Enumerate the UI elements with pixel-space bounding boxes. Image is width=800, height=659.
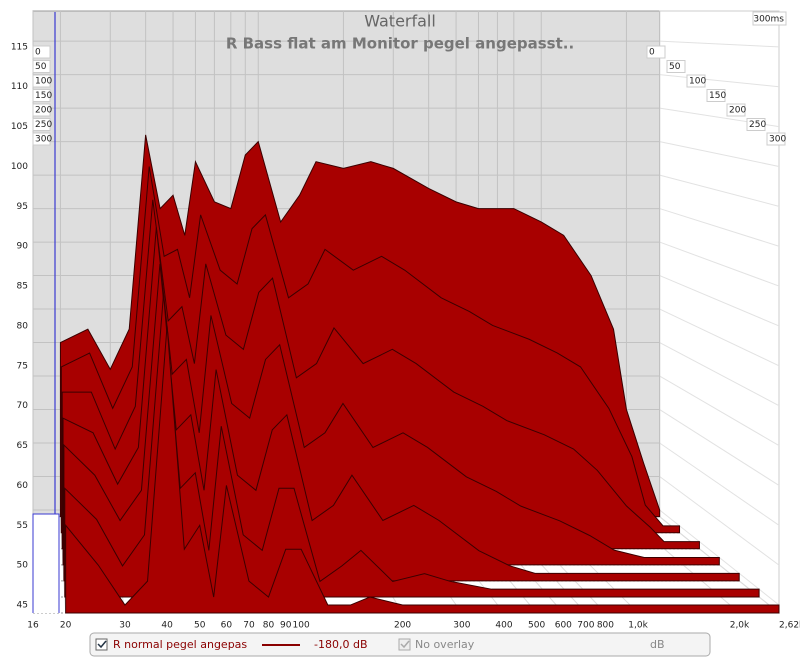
depth-label: 250	[749, 120, 766, 130]
x-tick-label: 40	[161, 621, 173, 631]
depth-label: 250	[35, 120, 52, 130]
depth-label-box	[32, 89, 51, 102]
depth-label-box	[666, 60, 686, 73]
x-tick-label: 20	[60, 621, 72, 631]
x-tick-label: 50	[194, 621, 206, 631]
depth-label: 50	[35, 62, 47, 72]
depth-label-box	[766, 132, 786, 146]
depth-label: 100	[35, 77, 52, 87]
x-tick-label: 1,0k	[628, 621, 648, 631]
side-grid-line	[659, 342, 780, 407]
overlay-label: No overlay	[415, 638, 475, 651]
x-tick-label: 700	[577, 621, 594, 631]
side-grid-line	[659, 476, 780, 566]
x-tick-label: 200	[394, 621, 411, 631]
side-grid-line	[659, 409, 780, 486]
y-tick-label: 60	[17, 481, 29, 491]
depth-label-box	[726, 103, 746, 117]
x-tick-label: 600	[555, 621, 572, 631]
side-grid-line	[659, 375, 780, 446]
y-tick-label: 85	[17, 282, 28, 292]
y-tick-label: 75	[17, 361, 28, 371]
x-tick-label: 60	[221, 621, 233, 631]
legend-checkbox[interactable]	[95, 638, 108, 651]
x-tick-label: 70	[243, 621, 255, 631]
side-grid-line	[659, 40, 780, 48]
depth-label: 200	[35, 106, 52, 116]
depth-label: 150	[35, 91, 52, 101]
legend-level: -180,0 dB	[314, 638, 368, 651]
depth-label: 300	[35, 135, 52, 145]
x-tick-label: 100	[293, 621, 310, 631]
y-tick-label: 105	[11, 122, 28, 132]
y-tick-label: 65	[17, 441, 28, 451]
x-tick-label: 2,0k	[730, 621, 750, 631]
depth-label: 300	[769, 135, 786, 145]
x-tick-label: 2,62k Hz	[779, 621, 800, 631]
side-grid-line	[659, 241, 780, 287]
depth-label: 300ms	[753, 15, 784, 25]
depth-label-box	[706, 89, 726, 102]
depth-label-box	[646, 45, 666, 59]
depth-label-box	[32, 60, 51, 73]
y-tick-label: 45	[17, 601, 28, 611]
x-tick-label: 400	[495, 621, 512, 631]
legend-name: R normal pegel angepas	[113, 638, 247, 651]
chart-title: Waterfall	[364, 12, 436, 31]
depth-box	[752, 11, 787, 26]
y-tick-label: 115	[11, 42, 28, 52]
y-tick-label: 50	[17, 561, 29, 571]
y-tick-label: 90	[17, 242, 29, 252]
depth-label: 200	[729, 106, 746, 116]
x-tick-label: 80	[263, 621, 275, 631]
y-tick-label: 55	[17, 521, 28, 531]
y-tick-label: 80	[17, 321, 29, 331]
x-tick-label: 800	[597, 621, 614, 631]
y-tick-label: 95	[17, 202, 28, 212]
check-mark	[97, 640, 107, 649]
depth-label-box	[32, 103, 51, 117]
depth-label: 50	[669, 62, 681, 72]
depth-label-box	[32, 118, 51, 131]
depth-label-box	[32, 45, 51, 59]
x-tick-label: 300	[453, 621, 470, 631]
side-grid-line	[659, 174, 780, 207]
side-grid-line	[659, 74, 780, 88]
depth-label-box	[32, 132, 51, 146]
side-grid-line	[659, 141, 780, 167]
depth-label-box	[686, 74, 706, 88]
x-tick-label: 30	[119, 621, 131, 631]
y-tick-label: 110	[11, 82, 28, 92]
slice	[65, 325, 780, 614]
x-tick-label: 500	[528, 621, 545, 631]
y-tick-label: 70	[17, 401, 29, 411]
side-grid-line	[659, 208, 780, 247]
check-mark	[400, 640, 410, 649]
side-grid-line	[659, 308, 780, 367]
depth-label: 0	[649, 48, 655, 58]
depth-label: 150	[709, 91, 726, 101]
side-grid-line	[659, 275, 780, 327]
cursor-box	[32, 513, 60, 613]
x-tick-label: 16	[27, 621, 39, 631]
unit-label: dB	[650, 638, 665, 651]
y-tick-label: 100	[11, 162, 28, 172]
depth-label-box	[32, 74, 51, 88]
depth-label: 0	[35, 48, 41, 58]
depth-label-box	[746, 118, 766, 131]
chart-subtitle: R Bass flat am Monitor pegel angepasst..	[226, 35, 574, 53]
depth-label: 100	[689, 77, 706, 87]
overlay-checkbox[interactable]	[398, 638, 411, 651]
slices	[59, 134, 780, 614]
x-tick-label: 90	[280, 621, 292, 631]
side-grid-line	[659, 442, 780, 526]
